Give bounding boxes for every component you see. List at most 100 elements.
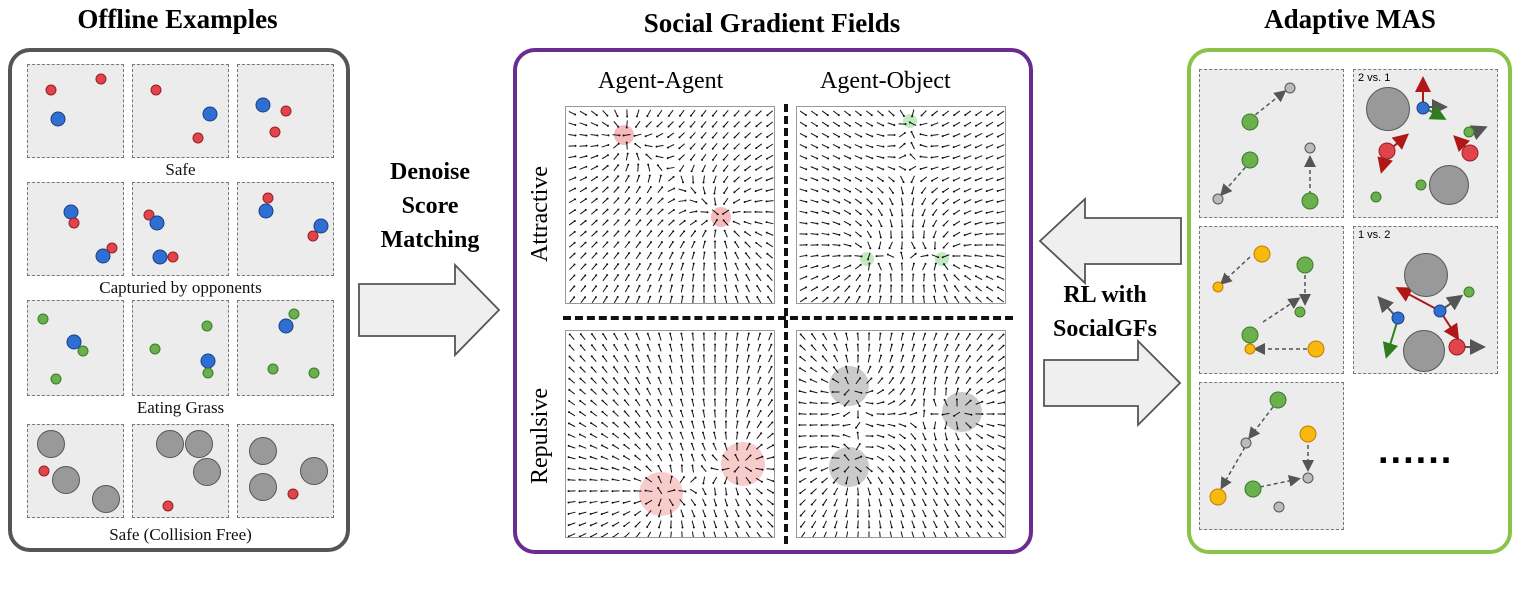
red-agent <box>262 192 274 204</box>
denoise-line-3: Matching <box>380 227 480 253</box>
blue-agent <box>1391 311 1405 325</box>
green-grass <box>202 367 214 379</box>
cell-label-1v2: 1 vs. 2 <box>1358 229 1391 241</box>
horizontal-divider <box>563 316 1013 320</box>
green-agent <box>1244 480 1262 498</box>
example-cell <box>132 424 229 518</box>
offline-examples-panel <box>8 48 350 552</box>
rl-line-2: SocialGFs <box>1052 316 1157 342</box>
yellow-agent <box>1209 488 1227 506</box>
green-grass <box>77 345 89 357</box>
obstacle <box>1429 165 1469 205</box>
blue-agent <box>1433 304 1447 318</box>
red-agent <box>38 465 50 477</box>
ellipsis: ...... <box>1378 430 1454 472</box>
caption-collision-free: Safe (Collision Free) <box>109 525 252 544</box>
mas-cell-2v1: 2 vs. 1 <box>1353 69 1498 218</box>
red-agent <box>1448 338 1466 356</box>
green-grass <box>37 313 49 325</box>
right-arrow-icon <box>358 262 501 358</box>
green-grass <box>267 363 279 375</box>
green-grass <box>1463 126 1475 138</box>
obstacle <box>1366 87 1410 131</box>
obstacle <box>156 430 184 458</box>
gray-agent <box>1240 437 1252 449</box>
example-cell <box>27 424 124 518</box>
green-agent <box>1301 192 1319 210</box>
denoise-label: Denoise Score Matching <box>360 155 500 257</box>
green-agent <box>1269 391 1287 409</box>
example-cell <box>132 64 229 158</box>
obstacle <box>249 473 277 501</box>
green-grass <box>1370 191 1382 203</box>
blue-agent <box>149 215 165 231</box>
green-grass <box>50 373 62 385</box>
example-cell <box>27 182 124 276</box>
yellow-agent <box>1244 343 1256 355</box>
obstacle <box>193 458 221 486</box>
gray-agent <box>1273 501 1285 513</box>
col-label-agent-agent: Agent-Agent <box>598 68 724 94</box>
example-cell <box>237 300 334 396</box>
red-agent <box>1378 142 1396 160</box>
example-cell <box>27 300 124 396</box>
field-agent-agent-attractive <box>565 106 775 304</box>
obstacle <box>300 457 328 485</box>
red-agent <box>68 217 80 229</box>
red-agent <box>95 73 107 85</box>
blue-agent <box>1416 101 1430 115</box>
adaptive-mas-panel <box>1187 48 1512 554</box>
row-label-attractive: Attractive <box>527 166 553 262</box>
blue-agent <box>202 106 218 122</box>
obstacle <box>52 466 80 494</box>
green-grass <box>288 308 300 320</box>
green-grass <box>1463 286 1475 298</box>
gray-agent <box>1284 82 1296 94</box>
blue-agent <box>255 97 271 113</box>
rl-line-1: RL with <box>1063 282 1147 308</box>
green-grass <box>308 367 320 379</box>
green-agent <box>1294 306 1306 318</box>
mas-cell <box>1199 382 1344 530</box>
example-cell <box>237 424 334 518</box>
right-arrow-icon <box>1043 338 1182 428</box>
blue-agent <box>152 249 168 265</box>
blue-agent <box>66 334 82 350</box>
mas-cell-1v2: 1 vs. 2 <box>1353 226 1498 374</box>
caption-captured: Capturied by opponents <box>99 278 262 297</box>
social-gradient-fields-title: Social Gradient Fields <box>643 8 901 38</box>
obstacle <box>92 485 120 513</box>
red-agent <box>143 209 155 221</box>
example-cell <box>132 182 229 276</box>
yellow-agent <box>1299 425 1317 443</box>
green-agent <box>1241 151 1259 169</box>
gray-agent <box>1212 193 1224 205</box>
field-agent-object-repulsive <box>796 330 1006 538</box>
caption-safe: Safe <box>165 160 196 179</box>
offline-examples-title: Offline Examples <box>77 4 278 34</box>
left-arrow-icon <box>1038 196 1182 286</box>
denoise-line-2: Score <box>401 193 459 219</box>
obstacle <box>1403 330 1445 372</box>
red-agent <box>167 251 179 263</box>
red-agent <box>269 126 281 138</box>
mas-cell <box>1199 226 1344 374</box>
gray-agent <box>1304 142 1316 154</box>
green-grass <box>149 343 161 355</box>
adaptive-mas-title: Adaptive MAS <box>1264 4 1436 34</box>
vertical-divider <box>784 104 788 544</box>
example-cell <box>237 64 334 158</box>
yellow-agent <box>1307 340 1325 358</box>
green-grass <box>201 320 213 332</box>
red-agent <box>307 230 319 242</box>
blue-agent <box>313 218 329 234</box>
yellow-agent <box>1253 245 1271 263</box>
example-cell <box>132 300 229 396</box>
col-label-agent-object: Agent-Object <box>820 68 951 94</box>
social-gradient-fields-panel <box>513 48 1033 554</box>
red-agent <box>287 488 299 500</box>
red-agent <box>45 84 57 96</box>
obstacle <box>249 437 277 465</box>
field-agent-object-attractive <box>796 106 1006 304</box>
blue-agent <box>278 318 294 334</box>
